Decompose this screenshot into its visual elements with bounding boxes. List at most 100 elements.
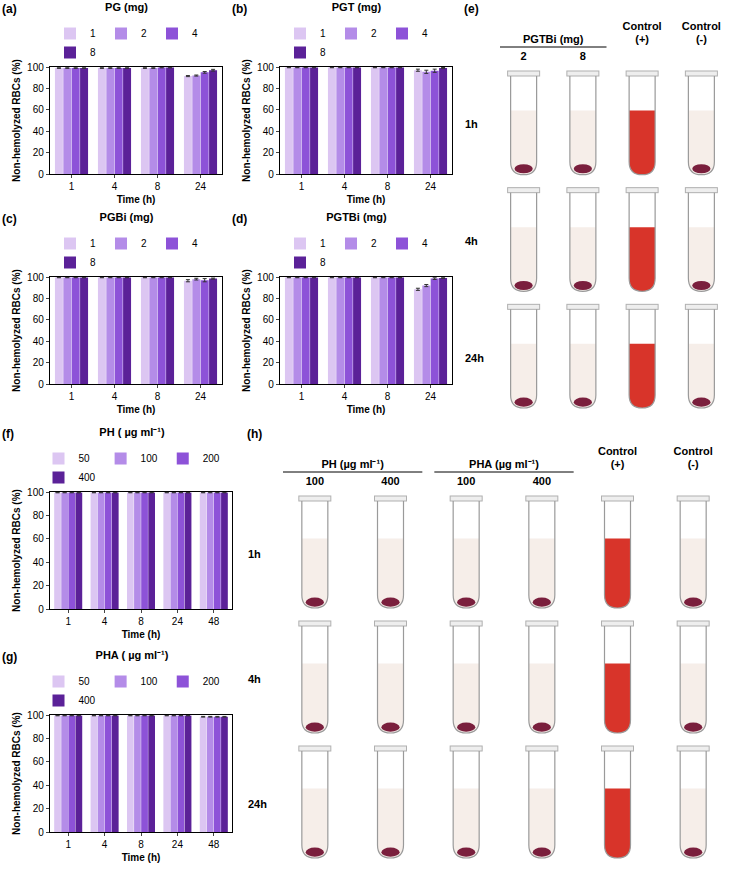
svg-text:Non-hemolyzed RBCs (%): Non-hemolyzed RBCs (%) — [11, 59, 22, 182]
svg-text:100: 100 — [457, 475, 475, 487]
svg-text:Non-hemolyzed RBCs (%): Non-hemolyzed RBCs (%) — [11, 269, 22, 392]
svg-text:80: 80 — [33, 293, 45, 304]
svg-text:Control: Control — [682, 20, 721, 32]
svg-text:24: 24 — [425, 181, 437, 192]
svg-text:24: 24 — [172, 839, 184, 850]
svg-text:20: 20 — [33, 357, 45, 368]
svg-text:1: 1 — [90, 28, 96, 39]
svg-text:40: 40 — [33, 336, 45, 347]
svg-text:24h: 24h — [248, 798, 267, 810]
svg-text:1h: 1h — [465, 118, 478, 130]
svg-text:2: 2 — [371, 28, 377, 39]
svg-text:4: 4 — [192, 28, 198, 39]
svg-text:60: 60 — [33, 756, 45, 767]
svg-text:20: 20 — [33, 803, 45, 814]
svg-text:4: 4 — [422, 238, 428, 249]
svg-text:8: 8 — [155, 391, 161, 402]
svg-text:PHA (µg ml⁻¹): PHA (µg ml⁻¹) — [469, 458, 539, 470]
svg-text:4: 4 — [342, 181, 348, 192]
svg-text:Time (h): Time (h) — [117, 194, 156, 205]
svg-text:100: 100 — [27, 487, 44, 498]
svg-text:8: 8 — [138, 616, 144, 627]
svg-text:Time (h): Time (h) — [347, 194, 386, 205]
svg-text:200: 200 — [203, 676, 220, 687]
svg-text:1: 1 — [320, 238, 326, 249]
svg-text:4: 4 — [112, 391, 118, 402]
svg-text:0: 0 — [38, 827, 44, 838]
svg-text:8: 8 — [90, 47, 96, 58]
svg-text:1: 1 — [69, 391, 75, 402]
svg-text:40: 40 — [33, 780, 45, 791]
svg-text:40: 40 — [33, 126, 45, 137]
svg-text:200: 200 — [203, 453, 220, 464]
svg-text:100: 100 — [141, 676, 158, 687]
svg-text:Control: Control — [598, 445, 637, 457]
svg-text:24: 24 — [195, 181, 207, 192]
svg-text:8: 8 — [580, 50, 586, 62]
svg-text:400: 400 — [533, 475, 551, 487]
svg-text:4: 4 — [112, 181, 118, 192]
svg-text:PH (µg ml⁻¹): PH (µg ml⁻¹) — [322, 458, 385, 470]
svg-text:1: 1 — [65, 839, 71, 850]
svg-text:1: 1 — [299, 181, 305, 192]
svg-text:(+): (+) — [635, 33, 649, 45]
svg-text:4: 4 — [342, 391, 348, 402]
svg-text:0: 0 — [268, 379, 274, 390]
svg-text:40: 40 — [263, 126, 275, 137]
svg-text:40: 40 — [263, 336, 275, 347]
svg-text:Control: Control — [623, 20, 662, 32]
svg-text:4: 4 — [102, 839, 108, 850]
svg-text:4h: 4h — [465, 235, 478, 247]
svg-text:0: 0 — [268, 169, 274, 180]
svg-text:8: 8 — [90, 257, 96, 268]
svg-text:Non-hemolyzed RBCs (%): Non-hemolyzed RBCs (%) — [241, 269, 252, 392]
svg-text:100: 100 — [257, 272, 274, 283]
svg-text:400: 400 — [381, 475, 399, 487]
svg-text:80: 80 — [263, 83, 275, 94]
svg-text:PGBi (mg): PGBi (mg) — [100, 211, 154, 223]
svg-text:Time (h): Time (h) — [122, 629, 161, 640]
svg-text:80: 80 — [33, 510, 45, 521]
svg-text:20: 20 — [263, 357, 275, 368]
svg-text:4h: 4h — [248, 673, 261, 685]
svg-text:100: 100 — [27, 710, 44, 721]
svg-text:Non-hemolyzed RBCs (%): Non-hemolyzed RBCs (%) — [11, 712, 22, 835]
svg-text:24: 24 — [195, 391, 207, 402]
svg-text:1: 1 — [90, 238, 96, 249]
svg-text:PHA ( µg ml⁻¹): PHA ( µg ml⁻¹) — [96, 649, 169, 661]
svg-text:PG (mg): PG (mg) — [105, 1, 148, 13]
svg-text:4: 4 — [102, 616, 108, 627]
svg-text:24: 24 — [425, 391, 437, 402]
svg-text:80: 80 — [263, 293, 275, 304]
svg-text:40: 40 — [33, 557, 45, 568]
svg-text:8: 8 — [138, 839, 144, 850]
svg-text:(-): (-) — [688, 458, 699, 470]
svg-text:0: 0 — [38, 169, 44, 180]
svg-text:48: 48 — [208, 616, 220, 627]
svg-text:PGTBi (mg): PGTBi (mg) — [523, 33, 584, 45]
svg-text:60: 60 — [33, 533, 45, 544]
svg-text:48: 48 — [208, 839, 220, 850]
svg-text:2: 2 — [371, 238, 377, 249]
svg-text:Non-hemolyzed RBCs (%): Non-hemolyzed RBCs (%) — [241, 59, 252, 182]
svg-text:1h: 1h — [248, 548, 261, 560]
svg-text:0: 0 — [38, 379, 44, 390]
svg-text:8: 8 — [320, 47, 326, 58]
svg-text:100: 100 — [27, 272, 44, 283]
svg-text:50: 50 — [79, 676, 91, 687]
svg-text:Time (h): Time (h) — [347, 404, 386, 415]
svg-text:24: 24 — [172, 616, 184, 627]
svg-text:50: 50 — [79, 453, 91, 464]
svg-text:1: 1 — [65, 616, 71, 627]
svg-text:PGT (mg): PGT (mg) — [332, 1, 382, 13]
svg-text:60: 60 — [263, 314, 275, 325]
svg-text:8: 8 — [385, 181, 391, 192]
svg-text:(-): (-) — [696, 33, 707, 45]
svg-text:20: 20 — [263, 147, 275, 158]
svg-text:80: 80 — [33, 83, 45, 94]
svg-text:8: 8 — [320, 257, 326, 268]
svg-text:Control: Control — [674, 445, 713, 457]
svg-text:1: 1 — [299, 391, 305, 402]
svg-text:4: 4 — [192, 238, 198, 249]
svg-text:Time (h): Time (h) — [122, 852, 161, 863]
